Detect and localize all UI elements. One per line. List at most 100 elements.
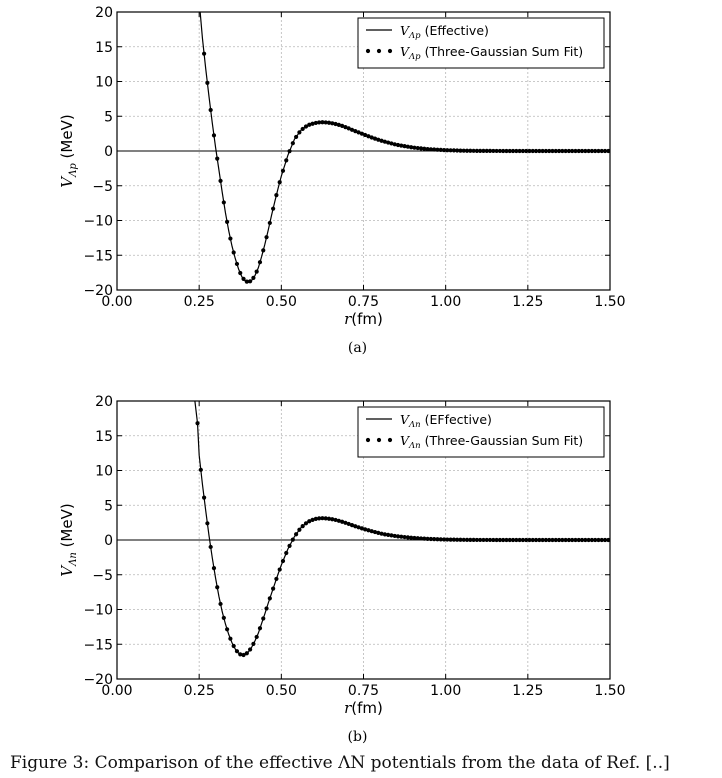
fit-point: [484, 537, 489, 543]
fit-point: [208, 107, 213, 113]
legend-entry-label: VΛn (Three-Gaussian Sum Fit): [400, 433, 583, 451]
fit-point: [596, 148, 601, 154]
fit-point: [386, 140, 391, 145]
fit-point: [520, 537, 526, 543]
fit-point: [244, 279, 249, 284]
fit-point: [205, 80, 210, 85]
y-tick-label: 15: [95, 429, 113, 445]
fit-point: [205, 521, 210, 526]
x-tick-label: 1.50: [594, 683, 625, 699]
fit-point: [441, 147, 447, 153]
fit-point: [343, 125, 348, 130]
fit-point: [491, 148, 496, 154]
fit-point: [287, 149, 292, 154]
fit-point: [527, 537, 532, 543]
fit-point: [602, 537, 608, 543]
fit-point: [537, 148, 542, 154]
fit-point: [491, 537, 496, 543]
x-tick-label: 1.25: [512, 294, 543, 310]
fit-point: [392, 142, 397, 147]
fit-point: [464, 148, 470, 153]
panel-caption: (a): [348, 340, 367, 356]
fit-point: [221, 615, 226, 620]
x-tick-label: 0.25: [184, 683, 215, 699]
fit-point: [297, 527, 302, 532]
x-axis-label: r(fm): [344, 699, 383, 717]
fit-point: [277, 567, 282, 572]
axes-frame: [116, 400, 611, 680]
fit-point: [359, 131, 364, 136]
fit-point: [248, 279, 253, 284]
fit-point: [438, 537, 443, 542]
fit-point: [451, 148, 456, 153]
fit-point: [501, 537, 506, 543]
fit-point: [336, 518, 341, 523]
fit-point: [461, 148, 466, 153]
y-tick-label: 0: [104, 144, 113, 160]
fit-point: [353, 524, 358, 529]
fit-point: [228, 636, 233, 641]
fit-point: [376, 530, 381, 535]
fit-point: [280, 558, 286, 564]
fit-point: [382, 532, 387, 537]
fit-point: [349, 127, 355, 132]
fit-point: [300, 524, 305, 529]
fit-point: [257, 626, 263, 631]
fit-point: [540, 148, 545, 154]
fit-point: [211, 133, 217, 138]
fit-point: [484, 148, 489, 153]
fit-point: [244, 651, 249, 656]
fit-point: [402, 144, 407, 149]
y-tick-label: 20: [95, 394, 113, 410]
figure-caption-text: Figure 3: Comparison of the effective ΛN…: [10, 753, 670, 773]
fit-point: [464, 537, 470, 542]
fit-point: [428, 536, 433, 542]
fit-point: [290, 141, 295, 146]
fit-point: [596, 537, 601, 543]
fit-point: [234, 261, 240, 267]
fit-point: [474, 537, 479, 543]
fit-point: [504, 148, 509, 154]
fit-point: [593, 537, 598, 543]
fit-point: [530, 148, 535, 154]
fit-point: [448, 148, 453, 153]
fit-point: [412, 535, 417, 541]
fit-point: [524, 148, 529, 154]
fit-point: [202, 495, 207, 500]
fit-point: [579, 537, 585, 543]
fit-point: [349, 523, 355, 528]
fit-point: [399, 534, 404, 539]
fit-point: [303, 521, 309, 526]
fit-point: [271, 586, 276, 591]
fit-point: [543, 537, 549, 543]
x-tick-label: 0.50: [266, 683, 297, 699]
series-dots-fit: [195, 421, 610, 658]
x-tick-label: 1.00: [430, 683, 461, 699]
fit-point: [340, 519, 345, 524]
fit-point: [356, 130, 361, 135]
fit-point: [254, 634, 259, 640]
y-tick-label: 15: [95, 40, 113, 56]
fit-point: [517, 537, 522, 543]
fit-point: [313, 516, 318, 521]
fit-point: [257, 260, 263, 265]
fit-point: [254, 269, 259, 274]
fit-point: [583, 537, 588, 543]
fit-point: [198, 467, 203, 472]
fit-point: [218, 178, 223, 183]
fit-point: [422, 146, 427, 151]
fit-point: [251, 275, 256, 280]
fit-point: [238, 652, 243, 657]
y-tick-label: 5: [104, 498, 113, 514]
fit-point: [566, 537, 572, 543]
fit-point: [448, 537, 453, 542]
fit-point: [320, 516, 325, 521]
x-tick-label: 0.75: [348, 683, 379, 699]
fit-point: [547, 148, 552, 154]
figure-caption-footer: Figure 3: Comparison of the effective ΛN…: [0, 753, 722, 778]
fit-point: [497, 537, 502, 543]
fit-point: [251, 641, 256, 647]
x-tick-label: 0.50: [266, 294, 297, 310]
fit-point: [379, 531, 384, 536]
fit-point: [527, 148, 532, 154]
